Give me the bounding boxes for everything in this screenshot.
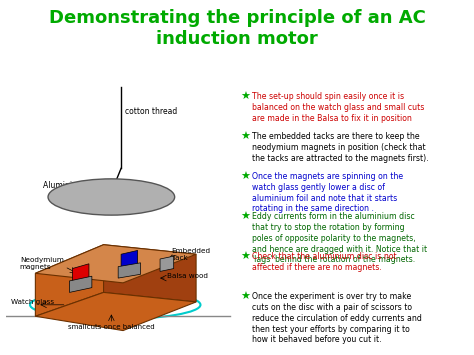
Text: Watch glass: Watch glass xyxy=(11,299,54,305)
Text: Embedded
Tack: Embedded Tack xyxy=(172,247,211,261)
Text: ★: ★ xyxy=(240,252,250,262)
Text: Balsa wood: Balsa wood xyxy=(167,273,208,279)
Text: ★: ★ xyxy=(240,212,250,222)
Polygon shape xyxy=(118,263,141,278)
Text: ★: ★ xyxy=(240,132,250,142)
Text: Neodymium
magnets: Neodymium magnets xyxy=(20,257,64,270)
Polygon shape xyxy=(36,293,196,331)
Text: smallcuts once balanced: smallcuts once balanced xyxy=(68,324,155,330)
Text: Check that the aluminium disc is not
affected if there are no magnets.: Check that the aluminium disc is not aff… xyxy=(252,252,396,272)
Polygon shape xyxy=(70,276,92,293)
Polygon shape xyxy=(160,256,173,272)
Text: ★: ★ xyxy=(240,172,250,182)
Text: Aluminium foil disc: Aluminium foil disc xyxy=(43,181,116,190)
Polygon shape xyxy=(36,245,196,283)
Text: The embedded tacks are there to keep the
neodymium magnets in position (check th: The embedded tacks are there to keep the… xyxy=(252,132,428,163)
Text: Once the experiment is over try to make
cuts on the disc with a pair of scissors: Once the experiment is over try to make … xyxy=(252,293,421,344)
Text: The set-up should spin easily once it is
balanced on the watch glass and small c: The set-up should spin easily once it is… xyxy=(252,92,424,122)
Ellipse shape xyxy=(48,179,174,215)
Text: Eddy currents form in the aluminium disc
that try to stop the rotation by formin: Eddy currents form in the aluminium disc… xyxy=(252,212,427,264)
Text: Demonstrating the principle of an AC
induction motor: Demonstrating the principle of an AC ind… xyxy=(48,9,426,48)
Text: cotton thread: cotton thread xyxy=(125,106,177,116)
Text: ★: ★ xyxy=(240,293,250,302)
Text: ★: ★ xyxy=(240,92,250,102)
Polygon shape xyxy=(103,245,196,302)
Text: Once the magnets are spinning on the
watch glass gently lower a disc of
aluminiu: Once the magnets are spinning on the wat… xyxy=(252,172,403,213)
Polygon shape xyxy=(121,250,137,273)
Polygon shape xyxy=(73,264,89,288)
Polygon shape xyxy=(36,245,103,316)
